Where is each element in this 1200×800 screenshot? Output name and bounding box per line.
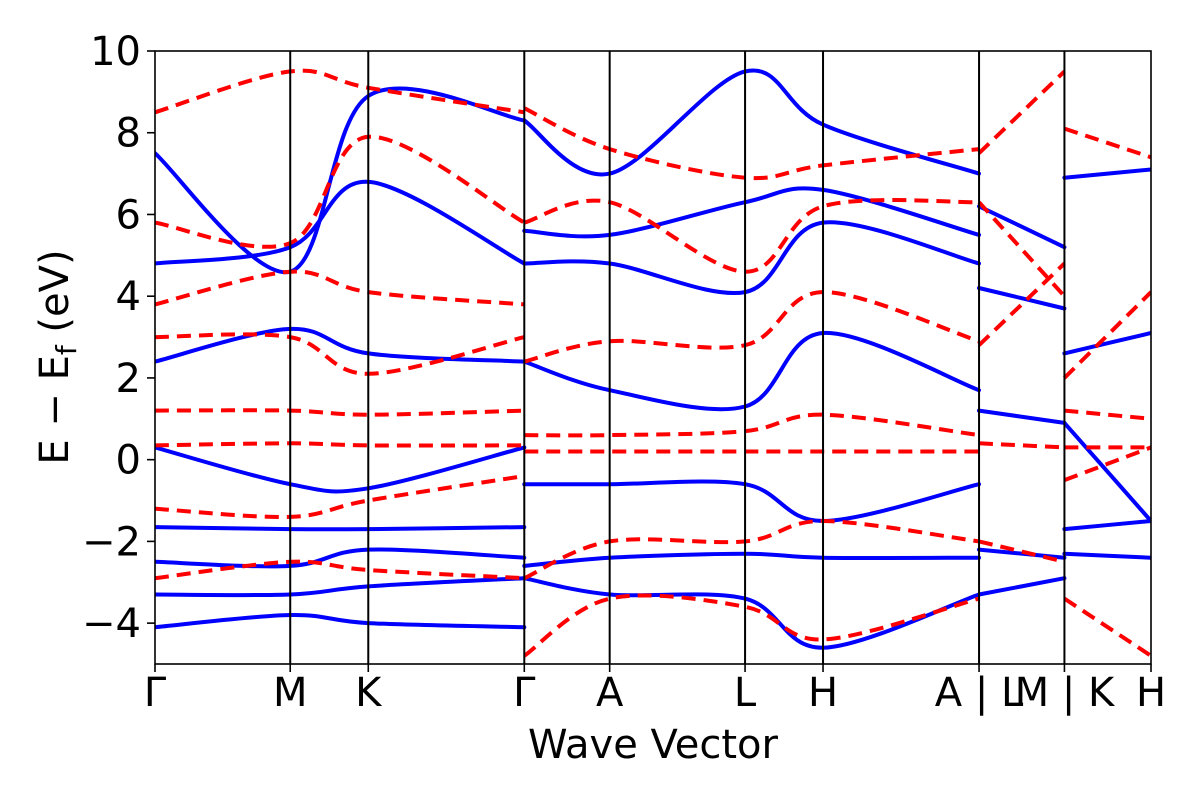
- x-tick-label: A | L: [935, 670, 1024, 716]
- band-line-solid-24: [1062, 167, 1151, 180]
- band-line-dashed-18: [978, 539, 1065, 564]
- series-dashed: [155, 68, 1151, 658]
- band-line-dashed-3: [155, 269, 525, 307]
- band-line-solid-19: [977, 576, 1067, 597]
- x-tick-label: M: [273, 670, 308, 716]
- band-line-dashed-20: [1064, 408, 1151, 421]
- y-tick-label: 0: [116, 438, 141, 484]
- band-line-solid-1: [155, 576, 527, 598]
- band-line-solid-16: [977, 286, 1067, 311]
- band-line-solid-7: [155, 86, 527, 275]
- band-line-dashed-2: [155, 332, 525, 376]
- y-tick-label: −2: [82, 519, 141, 565]
- y-axis-ticks: −4 −2 0 2 4 6 8 10: [82, 29, 155, 647]
- x-tick-label: Γ: [144, 670, 167, 716]
- band-line-dashed-23: [1063, 445, 1151, 482]
- band-line-dashed-24: [1063, 126, 1151, 160]
- band-line-solid-21: [1062, 420, 1151, 523]
- y-tick-label: 8: [116, 111, 141, 157]
- x-axis-title: Wave Vector: [528, 722, 779, 768]
- band-line-dashed-5: [155, 474, 525, 520]
- x-tick-label: L: [734, 670, 757, 716]
- y-axis-title-unit: (eV): [32, 249, 78, 345]
- band-line-dashed-0: [155, 408, 525, 417]
- band-line-dashed-15: [978, 441, 1065, 450]
- band-line-solid-3: [155, 525, 527, 532]
- band-line-dashed-17: [977, 200, 1066, 298]
- plot-frame: [154, 50, 1152, 665]
- band-line-dashed-6: [155, 559, 525, 581]
- y-axis-title-subscript: f: [50, 344, 83, 355]
- band-line-solid-8: [522, 330, 981, 412]
- band-line-dashed-7: [155, 68, 525, 115]
- y-tick-label: 2: [116, 356, 141, 402]
- band-line-dashed-1: [155, 441, 525, 448]
- x-tick-label: H: [1136, 670, 1166, 716]
- band-line-dashed-4: [155, 134, 526, 249]
- band-line-dashed-16: [977, 262, 1066, 347]
- band-line-dashed-14: [523, 593, 980, 658]
- band-line-solid-20: [1062, 331, 1151, 356]
- band-line-solid-4: [155, 445, 527, 494]
- band-line-dashed-22: [1062, 290, 1151, 380]
- y-tick-label: 10: [90, 29, 141, 75]
- band-line-solid-15: [977, 408, 1067, 425]
- x-tick-label: H: [808, 670, 838, 716]
- band-line-dashed-25: [1063, 596, 1151, 658]
- y-tick-label: −4: [82, 601, 141, 647]
- y-tick-label: 4: [116, 274, 141, 320]
- x-tick-label: A: [596, 670, 624, 716]
- high-symmetry-lines: [289, 51, 1066, 664]
- y-tick-label: 6: [116, 192, 141, 238]
- x-tick-label: Γ: [513, 670, 536, 716]
- x-tick-label: K: [355, 670, 383, 716]
- band-line-dashed-19: [977, 69, 1066, 155]
- band-line-solid-12: [522, 220, 981, 296]
- band-line-solid-22: [1062, 519, 1151, 532]
- band-line-solid-23: [1062, 551, 1151, 560]
- x-axis-ticks: Γ M K Γ A L H A | LM | K H: [144, 664, 1166, 716]
- band-line-solid-2: [155, 547, 527, 569]
- band-line-solid-0: [155, 612, 527, 630]
- x-tick-label: M | K: [1015, 670, 1116, 716]
- y-axis-title-main: E − E: [32, 355, 78, 465]
- band-line-solid-6: [155, 179, 527, 266]
- band-line-solid-5: [155, 326, 527, 364]
- y-axis-title: E − Ef (eV): [32, 249, 83, 464]
